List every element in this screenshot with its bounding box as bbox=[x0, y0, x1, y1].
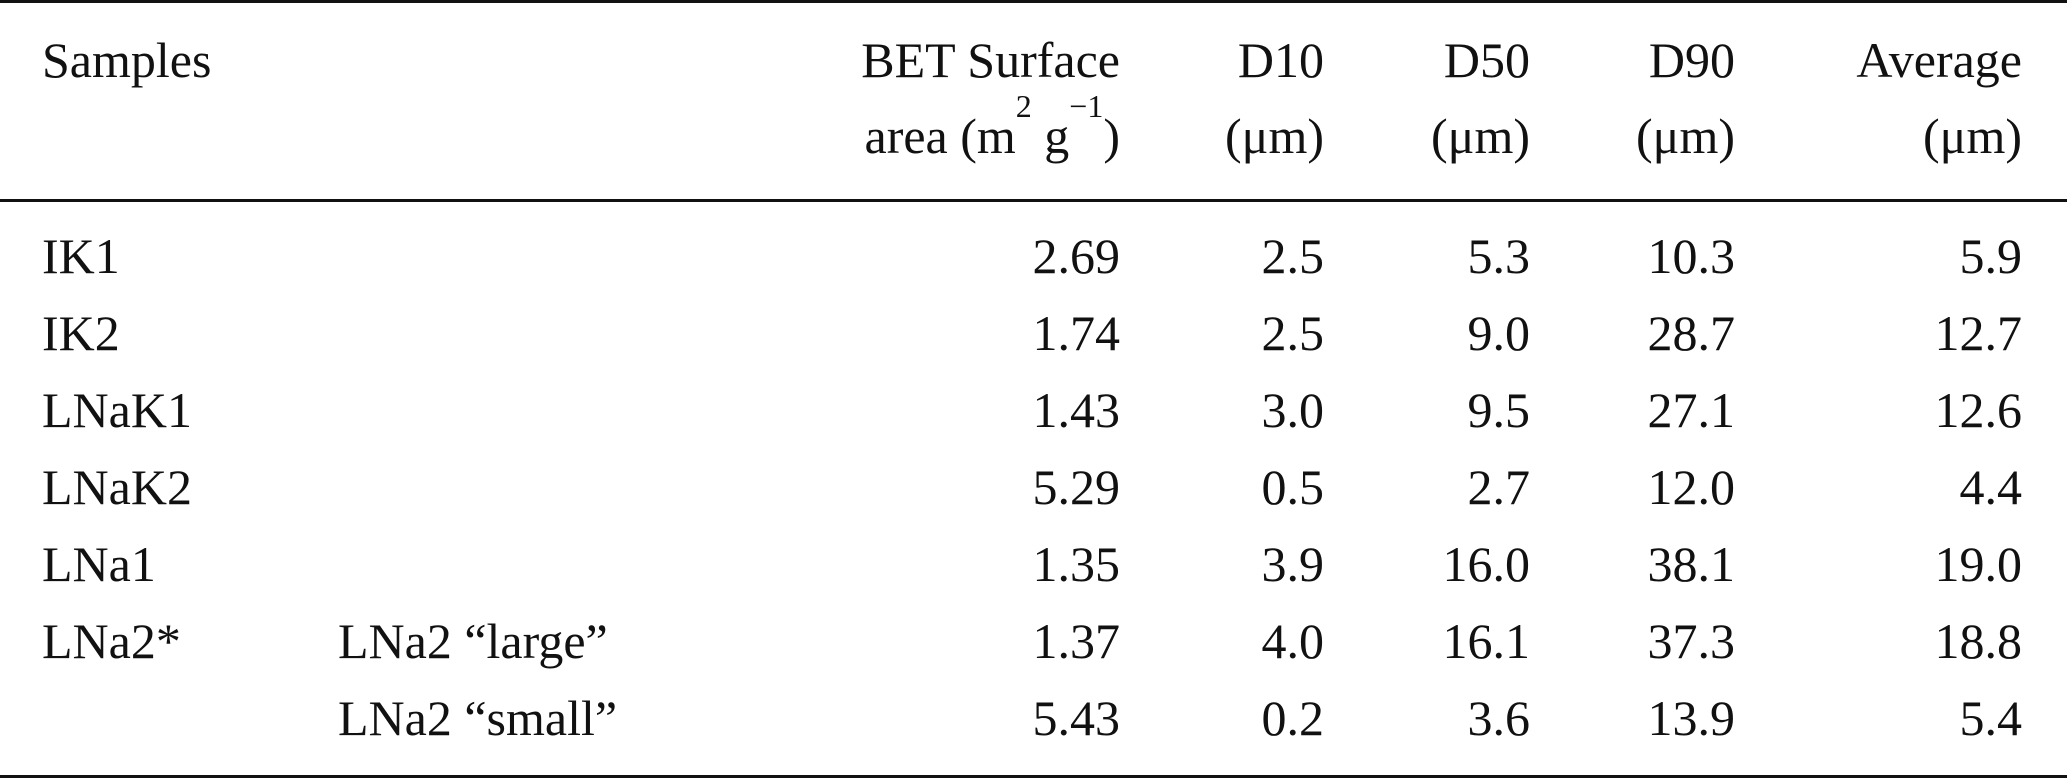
cell-sample: LNa1 bbox=[42, 536, 156, 592]
cell-d10: 0.2 bbox=[1261, 690, 1325, 746]
cell-d50: 16.0 bbox=[1442, 536, 1531, 592]
cell-sample: IK1 bbox=[42, 228, 120, 284]
cell-average: 5.9 bbox=[1959, 228, 2023, 284]
header-d90-line1: D90 bbox=[1648, 32, 1735, 88]
cell-d50: 9.0 bbox=[1467, 305, 1531, 361]
bottom-rule bbox=[0, 775, 2067, 778]
cell-d90: 37.3 bbox=[1647, 613, 1736, 669]
top-rule bbox=[0, 0, 2067, 3]
cell-subsample: LNa2 “large” bbox=[338, 613, 608, 669]
cell-d10: 3.0 bbox=[1261, 382, 1325, 438]
cell-d90: 10.3 bbox=[1647, 228, 1736, 284]
header-d50-line2: (μm) bbox=[1431, 108, 1530, 164]
cell-average: 18.8 bbox=[1934, 613, 2023, 669]
header-d10-line1: D10 bbox=[1237, 32, 1324, 88]
cell-d10: 3.9 bbox=[1261, 536, 1325, 592]
cell-d90: 38.1 bbox=[1647, 536, 1736, 592]
cell-d90: 12.0 bbox=[1647, 459, 1736, 515]
header-bet-line1: BET Surface bbox=[861, 32, 1120, 88]
cell-d50: 5.3 bbox=[1467, 228, 1531, 284]
header-d90-line2: (μm) bbox=[1636, 108, 1735, 164]
cell-average: 19.0 bbox=[1934, 536, 2023, 592]
cell-bet: 1.74 bbox=[1032, 305, 1121, 361]
cell-d50: 3.6 bbox=[1467, 690, 1531, 746]
cell-bet: 1.37 bbox=[1032, 613, 1121, 669]
cell-bet: 5.43 bbox=[1032, 690, 1121, 746]
cell-bet: 2.69 bbox=[1032, 228, 1121, 284]
cell-average: 12.6 bbox=[1934, 382, 2023, 438]
cell-subsample: LNa2 “small” bbox=[338, 690, 618, 746]
cell-d50: 2.7 bbox=[1467, 459, 1531, 515]
header-samples: Samples bbox=[42, 32, 212, 88]
cell-d50: 16.1 bbox=[1442, 613, 1531, 669]
cell-bet: 5.29 bbox=[1032, 459, 1121, 515]
cell-bet: 1.43 bbox=[1032, 382, 1121, 438]
cell-d10: 4.0 bbox=[1261, 613, 1325, 669]
cell-sample: LNaK2 bbox=[42, 459, 192, 515]
cell-d50: 9.5 bbox=[1467, 382, 1531, 438]
header-average-line2: (μm) bbox=[1923, 108, 2022, 164]
cell-average: 4.4 bbox=[1959, 459, 2023, 515]
cell-d90: 13.9 bbox=[1647, 690, 1736, 746]
header-d50-line1: D50 bbox=[1443, 32, 1530, 88]
cell-sample: LNaK1 bbox=[42, 382, 192, 438]
cell-d10: 0.5 bbox=[1261, 459, 1325, 515]
header-bet-line2: area (m2 g−1) bbox=[864, 88, 1120, 164]
header-average-line1: Average bbox=[1856, 32, 2022, 88]
cell-d90: 28.7 bbox=[1647, 305, 1736, 361]
cell-d10: 2.5 bbox=[1261, 228, 1325, 284]
header-d10-line2: (μm) bbox=[1225, 108, 1324, 164]
cell-average: 12.7 bbox=[1934, 305, 2023, 361]
cell-bet: 1.35 bbox=[1032, 536, 1121, 592]
cell-sample: LNa2* bbox=[42, 613, 181, 669]
header-rule bbox=[0, 199, 2067, 202]
cell-average: 5.4 bbox=[1959, 690, 2023, 746]
cell-d90: 27.1 bbox=[1647, 382, 1736, 438]
cell-d10: 2.5 bbox=[1261, 305, 1325, 361]
cell-sample: IK2 bbox=[42, 305, 120, 361]
